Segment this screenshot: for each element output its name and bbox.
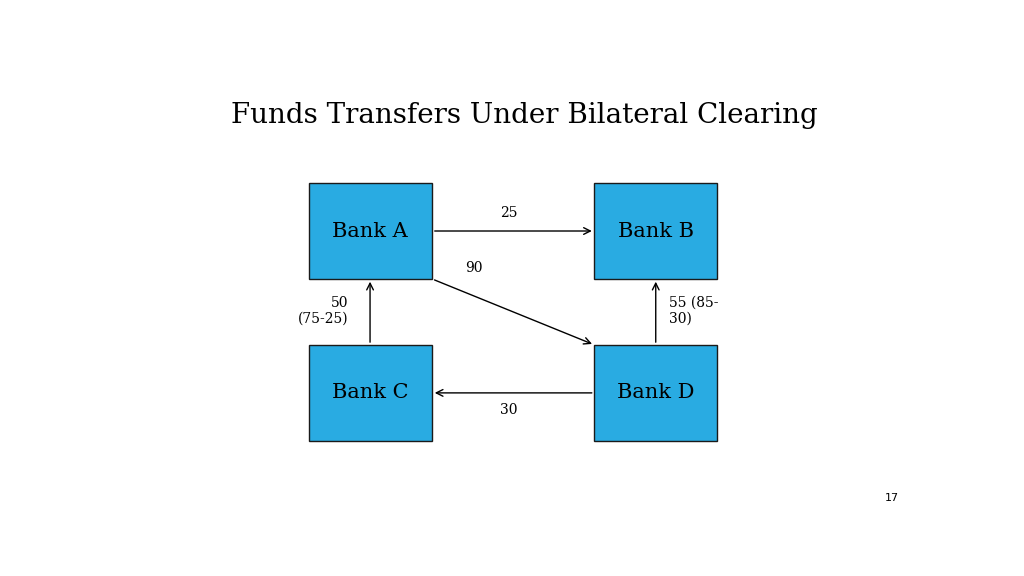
Text: 90: 90 [465,261,482,275]
FancyBboxPatch shape [594,183,717,279]
FancyBboxPatch shape [594,345,717,441]
Text: 50
(75-25): 50 (75-25) [298,295,348,326]
Text: 55 (85-
30): 55 (85- 30) [670,295,719,326]
FancyBboxPatch shape [308,345,431,441]
Text: 17: 17 [886,493,899,503]
Text: Bank A: Bank A [332,222,408,241]
Text: Bank C: Bank C [332,384,409,403]
Text: Bank B: Bank B [617,222,693,241]
Text: 25: 25 [500,206,518,220]
Text: Funds Transfers Under Bilateral Clearing: Funds Transfers Under Bilateral Clearing [231,102,818,129]
Text: Bank D: Bank D [617,384,694,403]
FancyBboxPatch shape [308,183,431,279]
Text: 30: 30 [500,403,518,416]
